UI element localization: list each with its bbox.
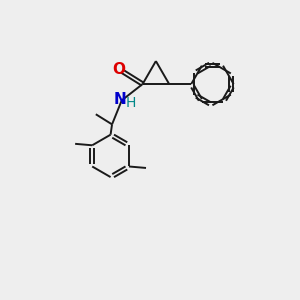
Text: H: H <box>126 96 136 110</box>
Text: O: O <box>112 62 125 77</box>
Text: N: N <box>114 92 127 107</box>
